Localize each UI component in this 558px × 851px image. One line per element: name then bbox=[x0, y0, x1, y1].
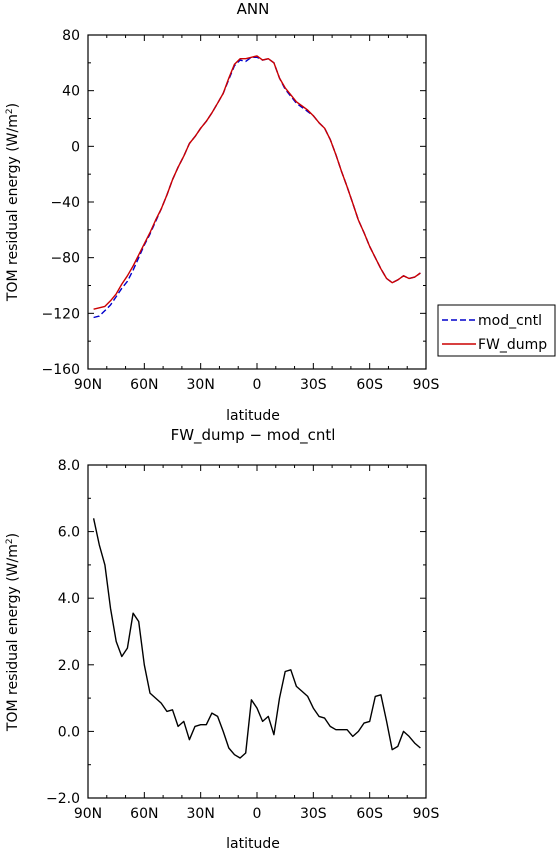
x-tick-label: 0 bbox=[253, 377, 262, 393]
x-tick-label: 90N bbox=[74, 806, 102, 822]
axis-ticks: 90N 60N 30N 0 30S 60S 90S 80 40 0 −40 −80 −120 −160 bbox=[42, 28, 440, 393]
y-tick-label: −120 bbox=[42, 306, 80, 322]
y-tick-label: −160 bbox=[42, 362, 80, 378]
legend-label-fw-dump: FW_dump bbox=[478, 337, 547, 353]
y-tick-label: 8.0 bbox=[58, 458, 80, 474]
x-tick-label: 30N bbox=[187, 806, 215, 822]
x-tick-label: 60S bbox=[356, 377, 383, 393]
plot-frame bbox=[87, 464, 427, 799]
x-tick-label: 30S bbox=[300, 377, 327, 393]
y-tick-label: 2.0 bbox=[58, 658, 80, 674]
x-tick-label: 90N bbox=[74, 377, 102, 393]
x-tick-label: 0 bbox=[253, 806, 262, 822]
x-tick-label: 90S bbox=[413, 806, 440, 822]
y-tick-label: 80 bbox=[62, 28, 80, 44]
chart-title: FW_dump − mod_cntl bbox=[171, 426, 336, 445]
x-tick-label: 60S bbox=[356, 806, 383, 822]
series-line-difference bbox=[92, 518, 421, 759]
x-tick-label: 60N bbox=[130, 377, 158, 393]
x-tick-label: 30S bbox=[300, 806, 327, 822]
chart-annual-tom-residual: ANN 90N 60N 30N 0 30S 60S 90S 80 40 0 −40 −80 −120 −1… bbox=[5, 0, 556, 424]
plot-frame bbox=[87, 34, 427, 370]
x-tick-label: 60N bbox=[130, 806, 158, 822]
y-tick-label: −80 bbox=[50, 251, 80, 267]
x-tick-label: 90S bbox=[413, 377, 440, 393]
y-tick-label: 4.0 bbox=[58, 591, 80, 607]
series-lines bbox=[93, 55, 421, 319]
y-tick-label: 40 bbox=[62, 84, 80, 100]
y-tick-label: 0.0 bbox=[58, 724, 80, 740]
y-tick-label: −2.0 bbox=[46, 791, 80, 807]
x-axis-label: latitude bbox=[226, 836, 280, 851]
y-tick-label: 0 bbox=[71, 139, 80, 155]
axis-ticks: 90N 60N 30N 0 30S 60S 90S 8.0 6.0 4.0 2.0 0.0 −2.0 bbox=[46, 458, 439, 822]
legend: mod_cntl FW_dump bbox=[437, 304, 556, 357]
series-lines bbox=[92, 518, 421, 759]
chart-difference: FW_dump − mod_cntl 90N 60N 30N 0 30S 60S 90S 8.… bbox=[5, 426, 439, 851]
y-tick-label: 6.0 bbox=[58, 525, 80, 541]
series-line-fw-dump bbox=[93, 55, 421, 310]
x-tick-label: 30N bbox=[187, 377, 215, 393]
y-axis-label: TOM residual energy (W/m2) bbox=[5, 533, 21, 732]
series-line-mod-cntl bbox=[93, 56, 421, 319]
legend-box bbox=[437, 304, 556, 357]
y-tick-label: −40 bbox=[50, 195, 80, 211]
legend-label-mod-cntl: mod_cntl bbox=[478, 313, 542, 329]
chart-title: ANN bbox=[237, 0, 270, 18]
x-axis-label: latitude bbox=[226, 408, 280, 424]
y-axis-label: TOM residual energy (W/m2) bbox=[5, 103, 21, 302]
